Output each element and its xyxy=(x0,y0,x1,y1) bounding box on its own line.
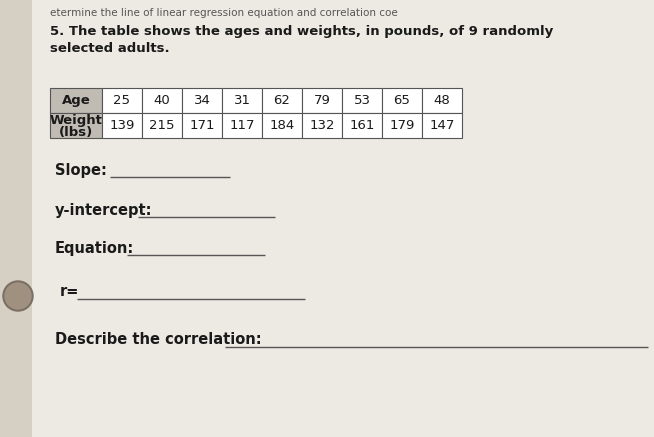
Bar xyxy=(382,88,422,113)
Text: 31: 31 xyxy=(233,94,250,107)
Bar xyxy=(182,88,222,113)
Bar xyxy=(262,113,302,138)
Text: 48: 48 xyxy=(434,94,451,107)
Text: r=: r= xyxy=(60,284,79,299)
Text: 40: 40 xyxy=(154,94,171,107)
Text: Weight: Weight xyxy=(50,114,103,127)
Bar xyxy=(342,113,382,138)
Text: Equation:: Equation: xyxy=(55,240,134,256)
Text: 65: 65 xyxy=(394,94,411,107)
Text: y-intercept:: y-intercept: xyxy=(55,202,152,218)
Text: 215: 215 xyxy=(149,119,175,132)
Text: 161: 161 xyxy=(349,119,375,132)
Text: 179: 179 xyxy=(389,119,415,132)
Text: 79: 79 xyxy=(313,94,330,107)
Bar xyxy=(50,113,102,138)
Bar xyxy=(422,113,462,138)
Text: (lbs): (lbs) xyxy=(59,126,93,139)
Text: etermine the line of linear regression equation and correlation coe: etermine the line of linear regression e… xyxy=(50,8,398,18)
Text: selected adults.: selected adults. xyxy=(50,42,169,55)
Bar xyxy=(302,88,342,113)
Text: 34: 34 xyxy=(194,94,211,107)
Text: 139: 139 xyxy=(109,119,135,132)
Text: 62: 62 xyxy=(273,94,290,107)
Bar xyxy=(262,88,302,113)
Text: Age: Age xyxy=(61,94,90,107)
Text: 25: 25 xyxy=(114,94,131,107)
Bar xyxy=(382,113,422,138)
Text: 117: 117 xyxy=(230,119,255,132)
Text: 184: 184 xyxy=(269,119,294,132)
Text: Slope:: Slope: xyxy=(55,163,107,177)
Text: 132: 132 xyxy=(309,119,335,132)
Bar xyxy=(302,113,342,138)
Text: Describe the correlation:: Describe the correlation: xyxy=(55,333,262,347)
Text: 53: 53 xyxy=(354,94,371,107)
Bar xyxy=(222,113,262,138)
Bar xyxy=(50,88,102,113)
Text: 5. The table shows the ages and weights, in pounds, of 9 randomly: 5. The table shows the ages and weights,… xyxy=(50,25,553,38)
Bar xyxy=(422,88,462,113)
Bar xyxy=(182,113,222,138)
Bar xyxy=(102,88,142,113)
Text: 147: 147 xyxy=(429,119,455,132)
Bar xyxy=(222,88,262,113)
Bar xyxy=(142,88,182,113)
Bar xyxy=(102,113,142,138)
Bar xyxy=(0,0,32,437)
Bar xyxy=(342,88,382,113)
Text: 171: 171 xyxy=(189,119,215,132)
Circle shape xyxy=(3,281,33,311)
Bar xyxy=(142,113,182,138)
Circle shape xyxy=(5,283,31,309)
